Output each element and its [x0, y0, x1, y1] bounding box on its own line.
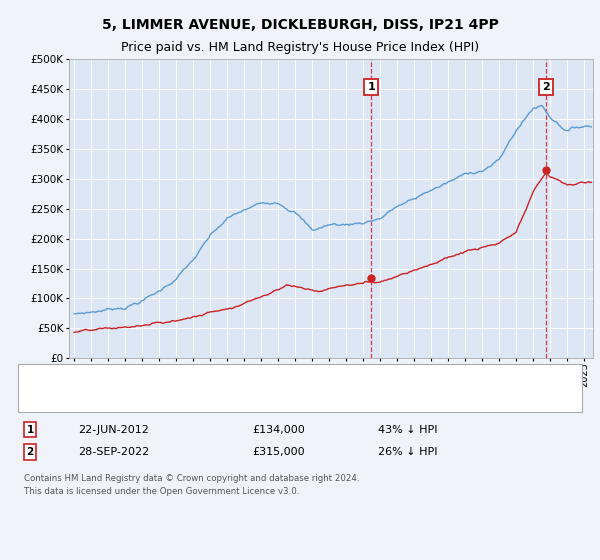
Text: 2: 2: [26, 447, 34, 457]
Text: 2: 2: [542, 82, 550, 92]
Text: 1: 1: [367, 82, 375, 92]
Text: 43% ↓ HPI: 43% ↓ HPI: [378, 424, 437, 435]
Text: £315,000: £315,000: [252, 447, 305, 457]
Text: 28-SEP-2022: 28-SEP-2022: [78, 447, 149, 457]
Text: 1: 1: [26, 424, 34, 435]
Text: Price paid vs. HM Land Registry's House Price Index (HPI): Price paid vs. HM Land Registry's House …: [121, 41, 479, 54]
Text: £134,000: £134,000: [252, 424, 305, 435]
Text: HPI: Average price, detached house, South Norfolk: HPI: Average price, detached house, Sout…: [87, 395, 351, 405]
Text: Contains HM Land Registry data © Crown copyright and database right 2024.: Contains HM Land Registry data © Crown c…: [24, 474, 359, 483]
Text: 22-JUN-2012: 22-JUN-2012: [78, 424, 149, 435]
Text: This data is licensed under the Open Government Licence v3.0.: This data is licensed under the Open Gov…: [24, 487, 299, 496]
Text: 5, LIMMER AVENUE, DICKLEBURGH, DISS, IP21 4PP: 5, LIMMER AVENUE, DICKLEBURGH, DISS, IP2…: [101, 18, 499, 32]
Text: 5, LIMMER AVENUE, DICKLEBURGH, DISS, IP21 4PP (detached house): 5, LIMMER AVENUE, DICKLEBURGH, DISS, IP2…: [87, 383, 445, 393]
Text: 26% ↓ HPI: 26% ↓ HPI: [378, 447, 437, 457]
